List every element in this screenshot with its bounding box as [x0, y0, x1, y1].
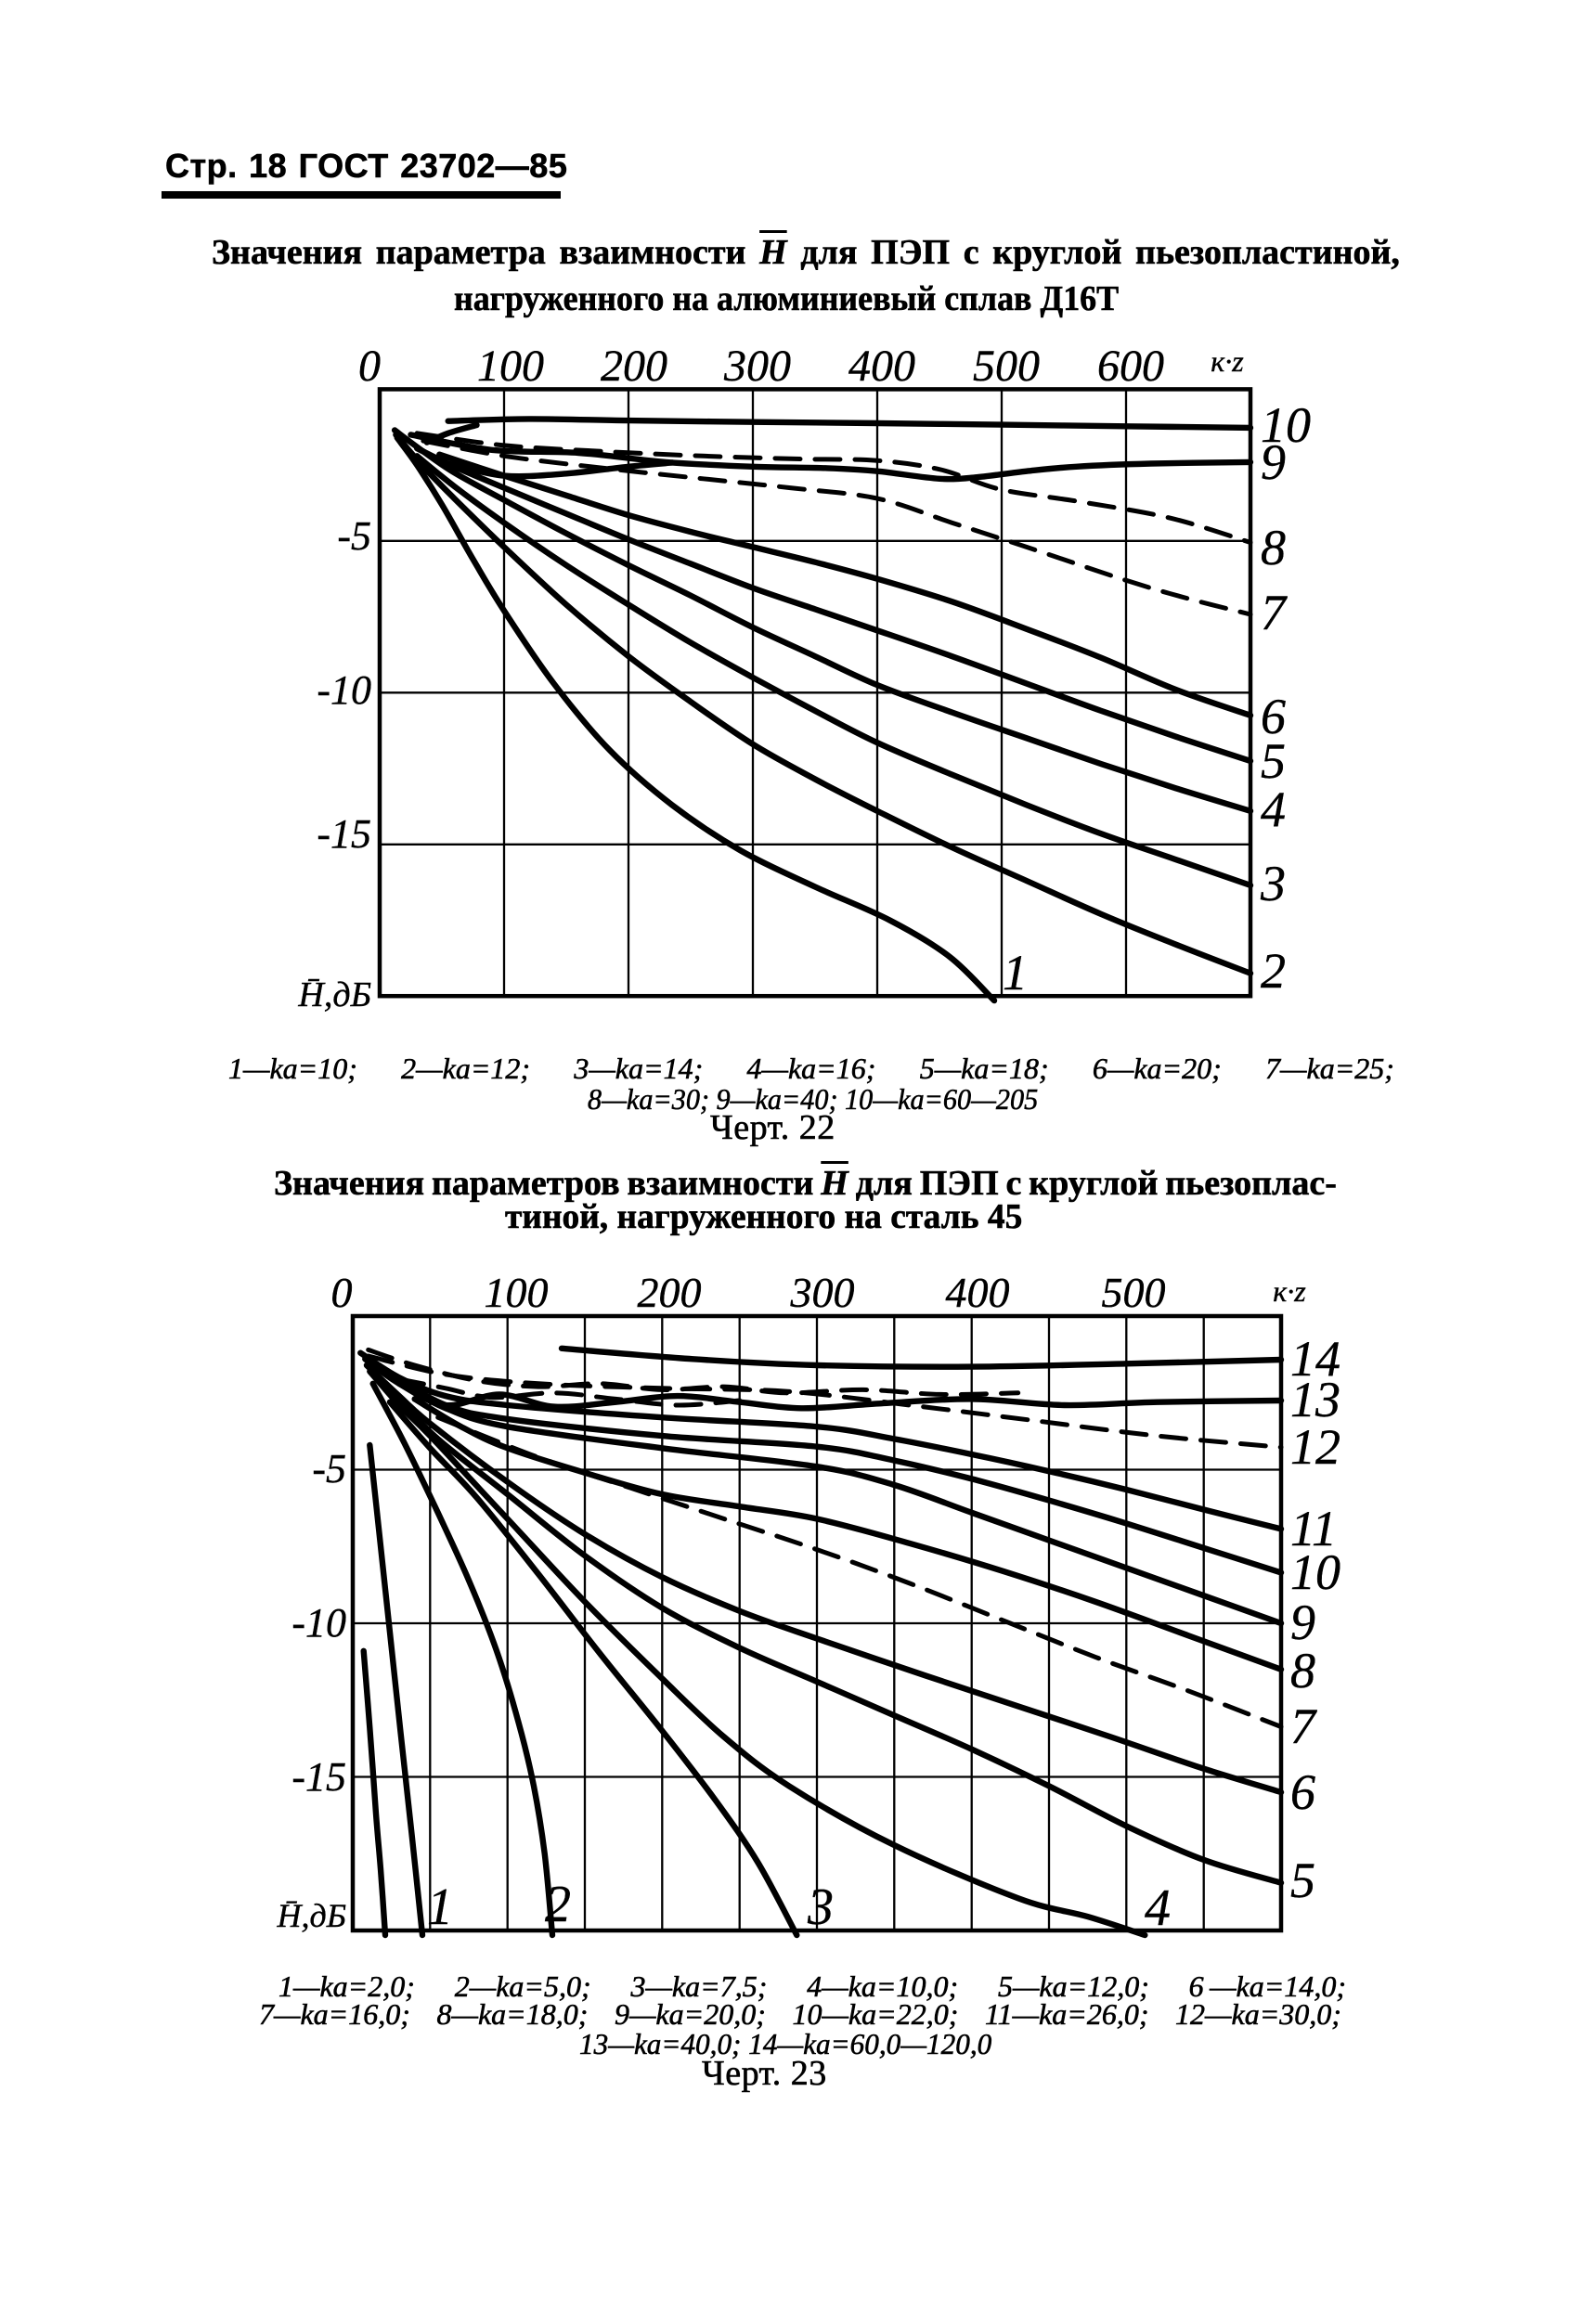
svg-text:0: 0 [358, 342, 381, 391]
svg-text:-5: -5 [337, 513, 371, 559]
svg-text:1: 1 [1003, 945, 1028, 1001]
svg-text:6: 6 [1261, 689, 1286, 744]
svg-text:-10: -10 [317, 667, 371, 713]
svg-text:500: 500 [1102, 1269, 1166, 1316]
svg-text:3: 3 [807, 1879, 834, 1936]
svg-text:9: 9 [1261, 434, 1286, 490]
svg-text:14: 14 [1290, 1331, 1340, 1387]
svg-text:5: 5 [1261, 733, 1286, 789]
svg-text:200: 200 [638, 1269, 702, 1316]
svg-text:12: 12 [1290, 1419, 1340, 1475]
svg-text:13: 13 [1290, 1372, 1340, 1427]
svg-text:9: 9 [1290, 1595, 1315, 1650]
svg-text:-10: -10 [291, 1600, 346, 1646]
svg-text:H̄,дБ: H̄,дБ [277, 1897, 346, 1934]
svg-text:11: 11 [1290, 1501, 1337, 1556]
svg-text:-15: -15 [317, 811, 371, 857]
svg-text:600: 600 [1097, 342, 1164, 391]
svg-text:300: 300 [723, 342, 791, 391]
svg-text:400: 400 [848, 342, 915, 391]
svg-text:400: 400 [946, 1269, 1010, 1316]
svg-text:к·z: к·z [1273, 1274, 1306, 1308]
svg-text:3: 3 [1260, 856, 1286, 911]
svg-text:8: 8 [1261, 520, 1286, 575]
svg-text:1: 1 [427, 1879, 453, 1936]
svg-text:8: 8 [1290, 1643, 1315, 1698]
svg-text:к·z: к·z [1211, 344, 1244, 378]
svg-text:7: 7 [1290, 1698, 1317, 1754]
svg-text:-15: -15 [291, 1754, 346, 1800]
svg-text:300: 300 [790, 1269, 855, 1316]
svg-text:10: 10 [1261, 397, 1311, 453]
svg-text:2: 2 [1261, 943, 1286, 999]
svg-text:100: 100 [485, 1269, 549, 1316]
svg-text:7: 7 [1261, 585, 1288, 640]
svg-text:4: 4 [1261, 781, 1286, 837]
svg-text:-5: -5 [312, 1446, 346, 1491]
svg-text:5: 5 [1290, 1853, 1315, 1908]
svg-text:200: 200 [601, 342, 667, 391]
svg-text:500: 500 [973, 342, 1040, 391]
svg-text:100: 100 [477, 342, 544, 391]
svg-text:6: 6 [1290, 1764, 1315, 1820]
svg-text:4: 4 [1145, 1879, 1171, 1937]
svg-text:H̄,дБ: H̄,дБ [297, 975, 371, 1014]
svg-text:2: 2 [545, 1876, 571, 1933]
svg-text:0: 0 [331, 1269, 353, 1316]
svg-text:10: 10 [1290, 1544, 1340, 1600]
